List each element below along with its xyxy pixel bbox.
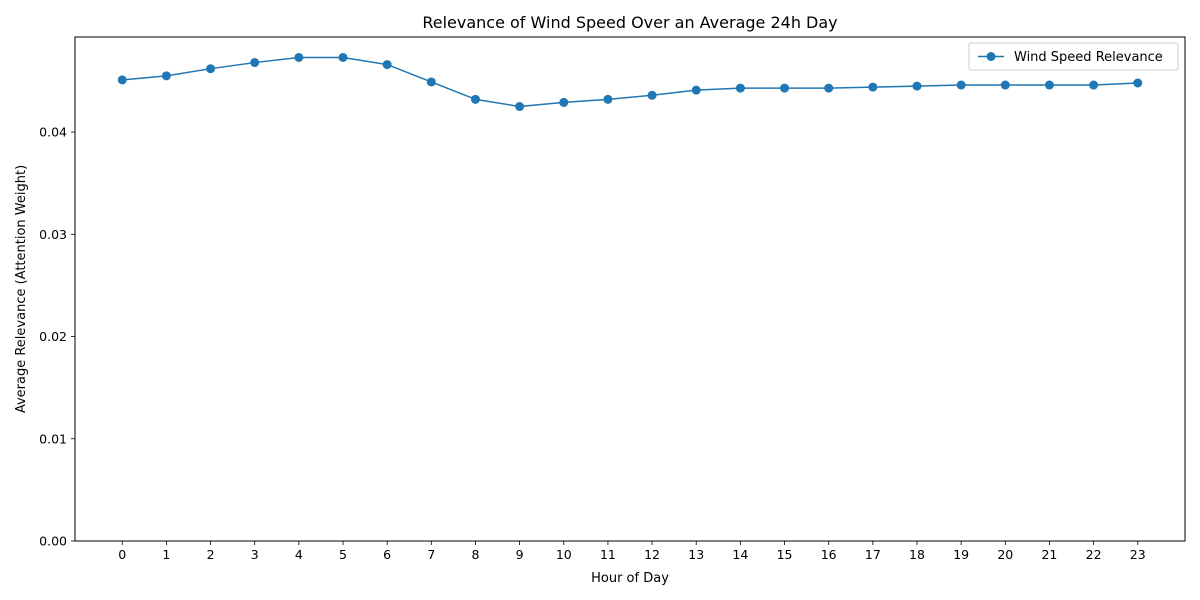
- x-tick-label: 19: [953, 547, 969, 562]
- x-tick-label: 13: [688, 547, 704, 562]
- data-point: [117, 75, 127, 85]
- x-tick-label: 17: [865, 547, 881, 562]
- data-point: [426, 77, 436, 87]
- x-tick-label: 23: [1130, 547, 1146, 562]
- x-axis-label: Hour of Day: [591, 571, 669, 586]
- data-point: [691, 85, 701, 95]
- data-point: [735, 83, 745, 93]
- data-point: [1000, 80, 1010, 90]
- legend: Wind Speed Relevance: [968, 42, 1179, 71]
- y-axis: 0.00 0.01 0.02 0.03 0.04: [39, 125, 75, 549]
- series-line: [122, 56, 1138, 108]
- legend-label: Wind Speed Relevance: [1014, 50, 1163, 65]
- data-point: [470, 94, 480, 104]
- data-point: [956, 80, 966, 90]
- data-point: [515, 102, 525, 112]
- x-tick-label: 16: [821, 547, 837, 562]
- data-point: [824, 83, 834, 93]
- data-point: [780, 83, 790, 93]
- data-point: [206, 64, 216, 74]
- data-point: [161, 71, 171, 81]
- data-point: [647, 90, 657, 100]
- data-point: [603, 94, 613, 104]
- chart-title: Relevance of Wind Speed Over an Average …: [422, 13, 837, 32]
- y-tick-label: 0.03: [39, 227, 67, 242]
- data-point: [294, 52, 304, 62]
- x-tick-label: 12: [644, 547, 660, 562]
- x-tick-label: 4: [295, 547, 303, 562]
- x-tick-label: 18: [909, 547, 925, 562]
- y-axis-label: Average Relevance (Attention Weight): [14, 165, 29, 413]
- x-axis: 0 1 2 3 4 5 6 7 8 9 10 11 12 13 14 15 16 17 18 19 20 21 22 23: [118, 541, 1146, 562]
- data-point: [382, 60, 392, 70]
- x-tick-label: 6: [383, 547, 391, 562]
- data-point: [338, 52, 348, 62]
- x-tick-label: 7: [427, 547, 435, 562]
- x-tick-label: 14: [732, 547, 748, 562]
- data-point: [1089, 80, 1099, 90]
- data-point: [868, 82, 878, 92]
- legend-marker-swatch: [986, 52, 996, 61]
- x-tick-label: 5: [339, 547, 347, 562]
- data-point: [559, 97, 569, 107]
- data-point: [912, 81, 922, 91]
- x-tick-label: 22: [1086, 547, 1102, 562]
- x-tick-label: 10: [556, 547, 572, 562]
- x-tick-label: 8: [471, 547, 479, 562]
- y-tick-label: 0.04: [39, 125, 67, 140]
- y-tick-label: 0.00: [39, 534, 67, 549]
- x-tick-label: 2: [207, 547, 215, 562]
- plot-frame: [74, 36, 1186, 542]
- x-tick-label: 0: [118, 547, 126, 562]
- y-tick-label: 0.02: [39, 329, 67, 344]
- x-tick-label: 9: [516, 547, 524, 562]
- data-point: [1133, 78, 1143, 88]
- y-tick-label: 0.01: [39, 431, 67, 446]
- x-tick-label: 11: [600, 547, 616, 562]
- x-tick-label: 15: [777, 547, 793, 562]
- legend-box: [968, 42, 1179, 71]
- data-point: [250, 58, 260, 68]
- data-point: [1044, 80, 1054, 90]
- plot-area: [117, 52, 1143, 112]
- x-tick-label: 1: [162, 547, 170, 562]
- x-tick-label: 21: [1041, 547, 1057, 562]
- x-tick-label: 3: [251, 547, 259, 562]
- x-tick-label: 20: [997, 547, 1013, 562]
